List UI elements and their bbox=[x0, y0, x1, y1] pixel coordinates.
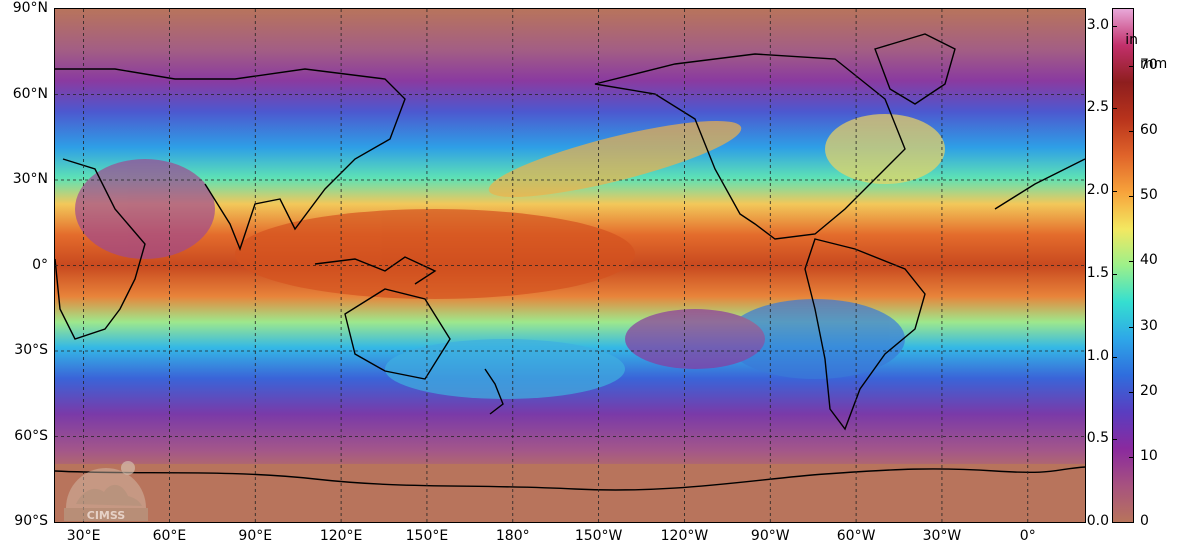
atlantic-moisture bbox=[825, 114, 945, 184]
colorbar-mm-label: 60 bbox=[1140, 122, 1158, 139]
colorbar-inch-tick-mark bbox=[1112, 522, 1117, 523]
australia-coast bbox=[344, 288, 451, 380]
longitude-label: 120°E bbox=[319, 528, 363, 544]
greenland-coast bbox=[874, 33, 956, 105]
colorbar-mm-tick-mark bbox=[1129, 522, 1134, 523]
longitude-label: 60°W bbox=[836, 528, 876, 544]
latitude-label: 60°N bbox=[12, 85, 48, 102]
colorbar-mm-label: 70 bbox=[1140, 56, 1158, 73]
cimss-logo-graphic: CIMSS bbox=[64, 461, 148, 522]
colorbar-inch-label: 2.0 bbox=[1086, 182, 1109, 199]
antarctica-coast bbox=[55, 466, 1085, 491]
colorbar-mm-label: 20 bbox=[1140, 382, 1158, 399]
maritime-continent bbox=[314, 256, 437, 285]
longitude-label: 90°E bbox=[238, 528, 273, 544]
longitude-label: 60°E bbox=[152, 528, 187, 544]
latitude-label: 0° bbox=[32, 256, 48, 273]
south-pacific-band bbox=[385, 339, 625, 399]
colorbar-inch-label: 1.0 bbox=[1086, 347, 1109, 364]
colorbar-right-unit: mm bbox=[1140, 56, 1168, 72]
colorbar-inch-label: 2.5 bbox=[1086, 99, 1109, 116]
colorbar-inch-tick-mark bbox=[1112, 439, 1117, 441]
graticule bbox=[55, 9, 1085, 522]
south-america-coast bbox=[804, 238, 926, 431]
longitude-label: 90°W bbox=[750, 528, 790, 544]
colorbar-mm-tick-mark bbox=[1129, 456, 1134, 458]
colorbar-inch-tick-mark bbox=[1112, 356, 1117, 358]
latitude-label: 60°S bbox=[14, 427, 48, 444]
colorbar bbox=[1112, 8, 1134, 523]
arabian-dry-zone bbox=[75, 159, 215, 259]
colorbar-mm-tick-mark bbox=[1129, 65, 1134, 67]
latitude-label: 90°N bbox=[12, 0, 48, 16]
longitude-label: 150°E bbox=[405, 528, 449, 544]
cimss-logo-text: CIMSS bbox=[87, 509, 126, 522]
colorbar-inch-label: 0.5 bbox=[1086, 430, 1109, 447]
colorbar-left-unit: in bbox=[1125, 32, 1138, 48]
colorbar-mm-tick-mark bbox=[1129, 131, 1134, 133]
colorbar-mm-tick-mark bbox=[1129, 261, 1134, 263]
latitude-label: 90°S bbox=[14, 513, 48, 529]
pacific-moisture-plume bbox=[488, 120, 742, 198]
colorbar-mm-label: 30 bbox=[1140, 317, 1158, 334]
colorbar-inch-label: 0.0 bbox=[1086, 513, 1109, 529]
precipitable-water-map bbox=[54, 8, 1086, 523]
west-pacific-warm-pool bbox=[235, 209, 635, 299]
map-canvas bbox=[55, 9, 1085, 522]
colorbar-mm-label: 50 bbox=[1140, 187, 1158, 204]
longitude-label: 0° bbox=[1019, 528, 1036, 544]
longitude-label: 30°E bbox=[66, 528, 101, 544]
se-pacific-dry-zone bbox=[625, 309, 765, 369]
north-america-coast bbox=[594, 53, 906, 240]
longitude-label: 150°W bbox=[574, 528, 623, 544]
longitude-label: 120°W bbox=[660, 528, 709, 544]
colorbar-inch-tick-mark bbox=[1112, 25, 1117, 27]
colorbar-inch-tick-mark bbox=[1112, 108, 1117, 110]
coastlines bbox=[55, 33, 1085, 491]
longitude-label: 180° bbox=[495, 528, 530, 544]
colorbar-inch-label: 3.0 bbox=[1086, 16, 1109, 33]
colorbar-inch-label: 1.5 bbox=[1086, 264, 1109, 281]
colorbar-mm-label: 10 bbox=[1140, 447, 1158, 464]
colorbar-mm-label: 40 bbox=[1140, 252, 1158, 269]
cimss-logo: CIMSS bbox=[58, 452, 154, 522]
europe-west-africa-coast bbox=[994, 158, 1085, 210]
colorbar-mm-tick-mark bbox=[1129, 326, 1134, 328]
colorbar-mm-label: 0 bbox=[1140, 513, 1149, 529]
latitude-label: 30°N bbox=[12, 171, 48, 187]
new-zealand-coast bbox=[484, 368, 504, 415]
longitude-label: 30°W bbox=[922, 528, 962, 544]
colorbar-inch-tick-mark bbox=[1112, 191, 1117, 193]
colorbar-mm-tick-mark bbox=[1129, 196, 1134, 198]
latitude-label: 30°S bbox=[14, 342, 48, 358]
africa-coast bbox=[55, 158, 146, 340]
eurasia-coast bbox=[55, 68, 406, 252]
colorbar-inch-tick-mark bbox=[1112, 273, 1117, 275]
colorbar-mm-tick-mark bbox=[1129, 391, 1134, 393]
